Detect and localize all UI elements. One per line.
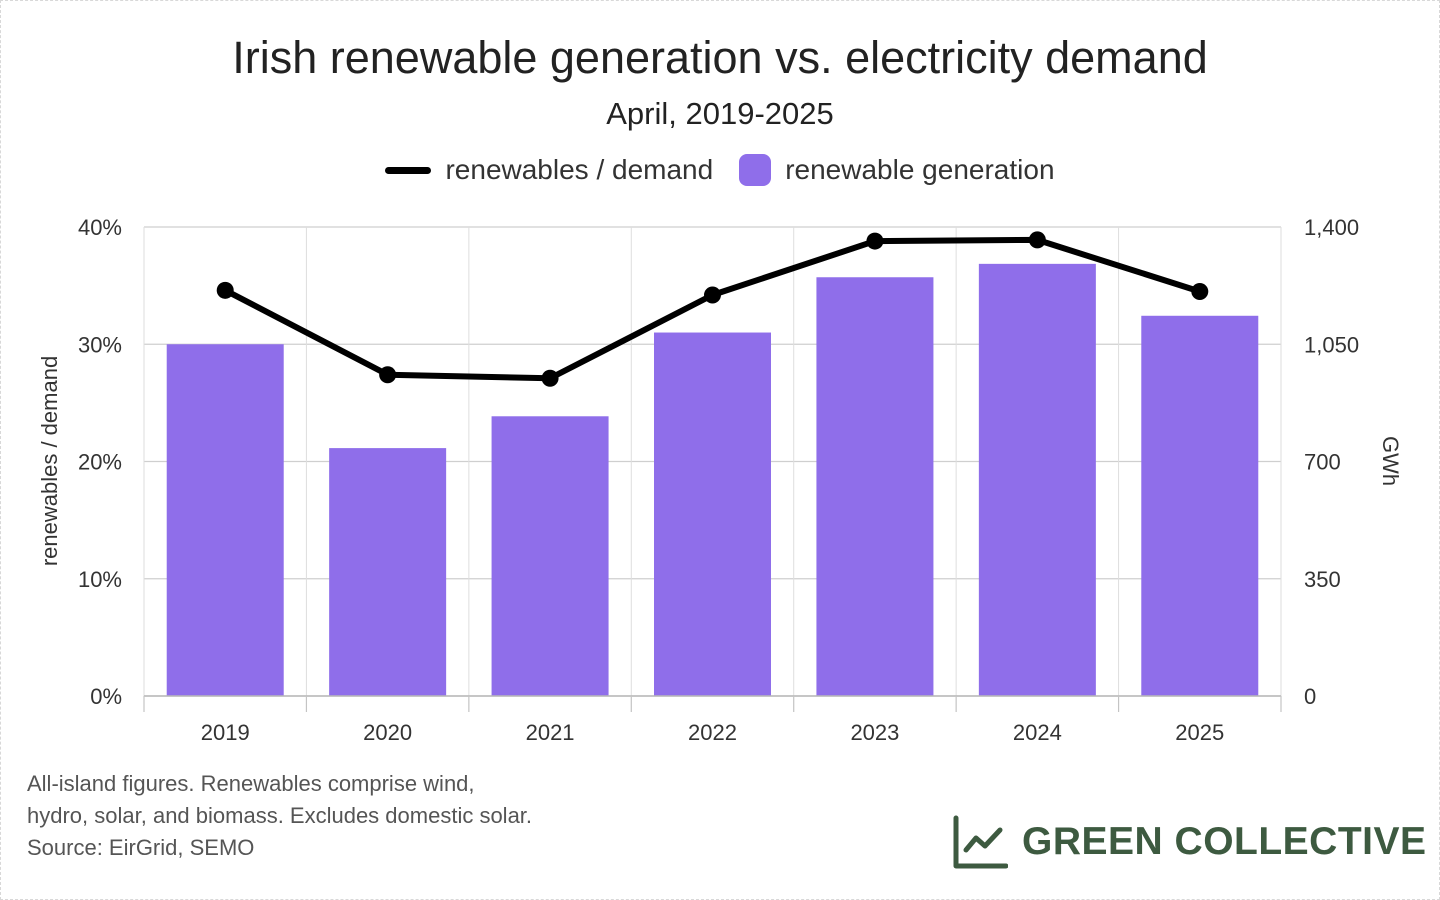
tick-labels: 2019 2020 2021 2022 2023 2024 2025 0% 10% 20% 30% 4…	[37, 215, 1403, 745]
bar-2022[interactable]	[654, 332, 771, 696]
y-right-tick-label: 700	[1304, 450, 1341, 475]
axes	[143, 695, 1282, 712]
chart-legend: renewables / demand renewable generation	[0, 154, 1440, 186]
x-tick-label: 2023	[850, 720, 899, 745]
line-chart-icon	[953, 815, 1008, 869]
bar-2020[interactable]	[329, 448, 447, 696]
footnote-line: All-island figures. Renewables comprise …	[27, 771, 475, 796]
ratio-point-2022[interactable]	[704, 286, 721, 304]
y-left-tick-label: 40%	[78, 215, 122, 240]
y-right-tick-label: 1,400	[1304, 215, 1359, 240]
y-left-tick-label: 20%	[78, 450, 122, 475]
x-tick-label: 2022	[688, 720, 737, 745]
bar-series	[166, 263, 1259, 696]
footnote-line: hydro, solar, and biomass. Excludes dome…	[27, 803, 533, 828]
x-tick-label: 2024	[1013, 720, 1062, 745]
ratio-point-2023[interactable]	[866, 232, 884, 250]
y-left-tick-label: 30%	[78, 332, 122, 357]
y-left-tick-label: 0%	[90, 684, 122, 709]
chart-title: Irish renewable generation vs. electrici…	[232, 32, 1208, 83]
legend-item-ratio[interactable]: renewables / demand	[385, 154, 713, 186]
ratio-point-2021[interactable]	[541, 369, 559, 387]
bar-2025[interactable]	[1141, 315, 1259, 696]
ratio-point-2024[interactable]	[1028, 231, 1046, 249]
y-left-axis-title: renewables / demand	[37, 356, 62, 566]
line-series	[216, 231, 1209, 387]
bar-2024[interactable]	[978, 263, 1096, 696]
footnote: All-island figures. Renewables comprise …	[27, 768, 647, 864]
y-right-tick-label: 0	[1304, 684, 1316, 709]
x-tick-label: 2019	[201, 720, 250, 745]
chart-subtitle: April, 2019-2025	[606, 96, 834, 131]
y-right-axis-title: GWh	[1378, 436, 1403, 486]
x-tick-label: 2020	[363, 720, 412, 745]
x-tick-label: 2021	[526, 720, 575, 745]
y-left-tick-label: 10%	[78, 567, 122, 592]
legend-bar-swatch	[739, 154, 772, 186]
ratio-point-2025[interactable]	[1191, 282, 1209, 300]
bar-2019[interactable]	[166, 344, 284, 696]
ratio-point-2020[interactable]	[379, 366, 397, 384]
brand-logo: GREEN COLLECTIVE	[952, 812, 1427, 872]
legend-label-ratio: renewables / demand	[445, 154, 714, 185]
footnote-line: Source: EirGrid, SEMO	[27, 835, 255, 860]
brand-name: GREEN COLLECTIVE	[1022, 820, 1427, 863]
bar-2023[interactable]	[816, 277, 934, 696]
x-tick-label: 2025	[1175, 720, 1224, 745]
legend-label-generation: renewable generation	[785, 154, 1055, 185]
ratio-point-2019[interactable]	[216, 281, 234, 299]
legend-item-generation[interactable]: renewable generation	[739, 154, 1055, 186]
bar-2021[interactable]	[491, 416, 609, 696]
y-right-tick-label: 350	[1304, 567, 1341, 592]
y-right-tick-label: 1,050	[1304, 332, 1359, 357]
legend-line-swatch	[385, 166, 432, 174]
